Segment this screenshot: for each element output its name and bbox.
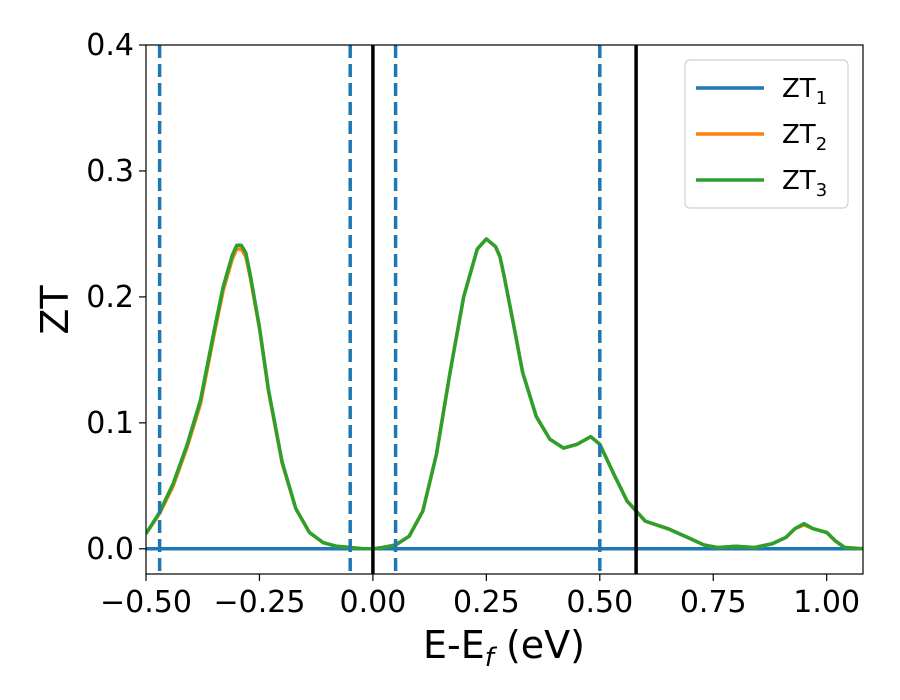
x-tick-label: 1.00 bbox=[793, 585, 860, 620]
legend-label-2: ZT2 bbox=[782, 120, 827, 155]
x-tick-label: 0.00 bbox=[340, 585, 407, 620]
x-tick-label: −0.50 bbox=[100, 585, 192, 620]
x-tick-label: 0.75 bbox=[680, 585, 747, 620]
x-tick-label: 0.25 bbox=[453, 585, 520, 620]
y-tick-label: 0.0 bbox=[86, 532, 134, 567]
legend: ZT1 ZT2 ZT3 bbox=[684, 59, 849, 209]
x-tick-label: −0.25 bbox=[213, 585, 305, 620]
series-line-3 bbox=[146, 237, 863, 551]
y-tick-label: 0.4 bbox=[86, 28, 134, 63]
x-tick-label: 0.50 bbox=[566, 585, 633, 620]
y-tick-label: 0.1 bbox=[86, 406, 134, 441]
legend-box bbox=[684, 59, 849, 209]
legend-label-1: ZT1 bbox=[782, 74, 827, 109]
x-axis-label: E-Ef (eV) bbox=[423, 623, 585, 673]
y-tick-label: 0.2 bbox=[86, 280, 134, 315]
legend-label-3: ZT3 bbox=[782, 166, 827, 201]
y-tick-label: 0.3 bbox=[86, 154, 134, 189]
y-axis-label: ZT bbox=[33, 285, 77, 335]
plot-frame bbox=[145, 44, 864, 575]
